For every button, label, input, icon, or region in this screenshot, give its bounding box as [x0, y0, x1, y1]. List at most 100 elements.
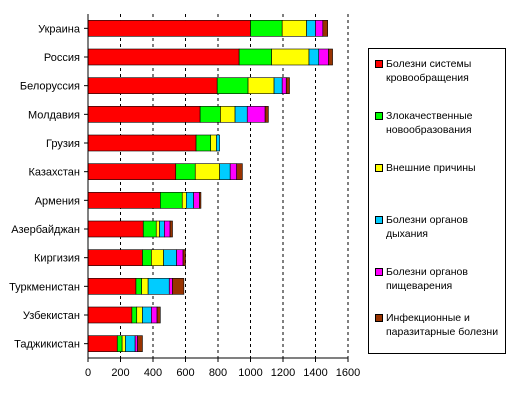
bar-segment	[247, 77, 275, 94]
bar-segment	[147, 278, 170, 295]
bars	[87, 20, 333, 352]
bar-segment	[328, 48, 333, 66]
gridlines	[120, 14, 349, 358]
bar-segment	[250, 20, 283, 37]
bar-segment	[238, 48, 272, 66]
bar-segment	[142, 306, 152, 324]
x-tick-label: 1000	[238, 367, 262, 379]
bar-segment	[172, 278, 185, 295]
category-label: Киргизия	[34, 253, 80, 265]
legend-swatch	[375, 164, 383, 172]
bar-segment	[131, 306, 138, 324]
bar-segment	[87, 134, 197, 152]
legend-label: Болезни органов дыхания	[386, 214, 468, 240]
x-tick-label: 600	[176, 367, 194, 379]
category-label: Узбекистан	[23, 310, 80, 322]
bar-segment	[199, 192, 202, 209]
bar-segment	[87, 335, 118, 352]
bar-segment	[195, 134, 211, 152]
bar-segment	[151, 306, 158, 324]
bar-segment	[168, 278, 173, 295]
bar-segment	[210, 134, 217, 152]
bar-segment	[285, 77, 290, 94]
bar-segment	[175, 163, 196, 180]
bar-segment	[264, 106, 269, 123]
bar-segment	[142, 249, 152, 266]
bar-segment	[137, 335, 143, 352]
bar-segment	[306, 20, 316, 37]
legend: Болезни системы кровообращения Злокачеств…	[368, 48, 506, 354]
category-label: Россия	[44, 52, 80, 64]
category-label: Туркменистан	[9, 281, 80, 293]
category-label: Грузия	[46, 138, 80, 150]
bar-segment	[116, 335, 123, 352]
bar-segment	[87, 306, 133, 324]
bar-segment	[142, 220, 157, 238]
bar-segment	[273, 77, 283, 94]
category-label: Украина	[38, 23, 81, 35]
bar-segment	[229, 163, 237, 180]
bar-segment	[87, 48, 240, 66]
bar-segment	[135, 278, 142, 295]
bar-segment	[216, 77, 249, 94]
bar-segment	[87, 192, 161, 209]
legend-swatch	[375, 112, 383, 120]
bar-segment	[87, 220, 144, 238]
bar-segment	[87, 278, 137, 295]
bar-segment	[318, 48, 329, 66]
bar-segment	[121, 335, 126, 352]
bar-segment	[246, 106, 266, 123]
category-label: Казахстан	[28, 167, 80, 179]
bar-segment	[169, 220, 173, 238]
bar-segment	[322, 20, 328, 37]
bar-segment	[87, 77, 218, 94]
bar-segment	[164, 220, 171, 238]
bar-segment	[315, 20, 324, 37]
legend-swatch	[375, 60, 383, 68]
bar-segment	[182, 249, 186, 266]
bar-segment	[186, 192, 194, 209]
bar-segment	[194, 163, 220, 180]
bar-segment	[159, 220, 165, 238]
bar-segment	[234, 106, 248, 123]
legend-swatch	[375, 314, 383, 322]
category-label: Азербайджан	[11, 224, 80, 236]
legend-swatch	[375, 216, 383, 224]
bar-segment	[151, 249, 164, 266]
bar-segment	[134, 335, 138, 352]
legend-label: Внешние причины	[386, 162, 476, 174]
bar-segment	[193, 192, 200, 209]
bar-segment	[219, 163, 231, 180]
bar-segment	[141, 278, 149, 295]
bar-segment	[125, 335, 136, 352]
bar-segment	[155, 220, 160, 238]
bar-segment	[181, 192, 187, 209]
legend-swatch	[375, 268, 383, 276]
bar-segment	[216, 134, 220, 152]
bar-segment	[87, 163, 177, 180]
legend-label: Инфекционные и паразитарные болезни	[386, 312, 499, 338]
legend-label: Болезни системы кровообращения	[386, 58, 472, 84]
x-tick-label: 1200	[271, 367, 295, 379]
x-tick-label: 200	[111, 367, 129, 379]
bar-segment	[87, 106, 201, 123]
bar-segment	[281, 20, 307, 37]
bar-segment	[87, 249, 143, 266]
x-tick-label: 0	[85, 367, 91, 379]
bar-segment	[199, 106, 221, 123]
category-label: Молдавия	[28, 109, 80, 121]
bar-segment	[281, 77, 287, 94]
bar-segment	[156, 306, 161, 324]
x-tick-label: 1600	[336, 367, 360, 379]
bar-segment	[163, 249, 177, 266]
bar-segment	[308, 48, 320, 66]
bar-segment	[236, 163, 243, 180]
x-tick-label: 400	[144, 367, 162, 379]
axes	[84, 14, 349, 362]
bar-segment	[220, 106, 236, 123]
bar-segment	[87, 20, 251, 37]
legend-label: Злокачественные новообразования	[386, 110, 473, 136]
bar-segment	[160, 192, 183, 209]
x-tick-label: 1400	[303, 367, 327, 379]
